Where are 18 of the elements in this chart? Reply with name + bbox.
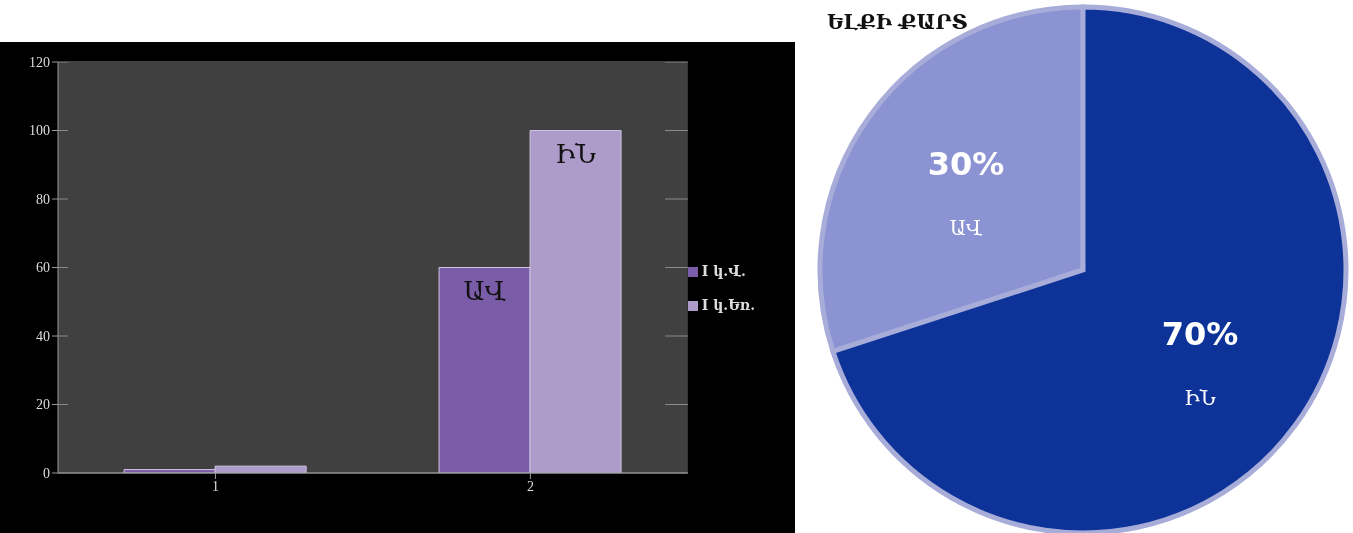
y-tick-label: 40: [36, 328, 50, 344]
legend-label: I կ.Եռ.: [701, 296, 755, 313]
chart-title: ԵԼՔԻ ՔԱՐՏ: [827, 10, 968, 34]
y-tick-label: 120: [29, 54, 50, 70]
x-tick-label: 1: [211, 478, 219, 494]
y-tick-label: 80: [36, 191, 50, 207]
annotation: ԱՎ: [463, 275, 507, 306]
y-tick-label: 100: [29, 123, 50, 139]
legend-label: I կ.Վ.: [701, 262, 746, 279]
data-label: 30%: [927, 144, 1005, 183]
y-tick-label: 60: [36, 260, 50, 276]
data-label: 70%: [1161, 315, 1239, 354]
y-tick-label: 0: [43, 465, 50, 481]
annotation: ԻՆ: [555, 138, 597, 169]
y-tick-label: 20: [36, 397, 50, 413]
x-tick-label: 2: [526, 478, 534, 494]
slice-label: ԻՆ: [1184, 386, 1216, 411]
slice-label: ԱՎ: [949, 215, 984, 240]
